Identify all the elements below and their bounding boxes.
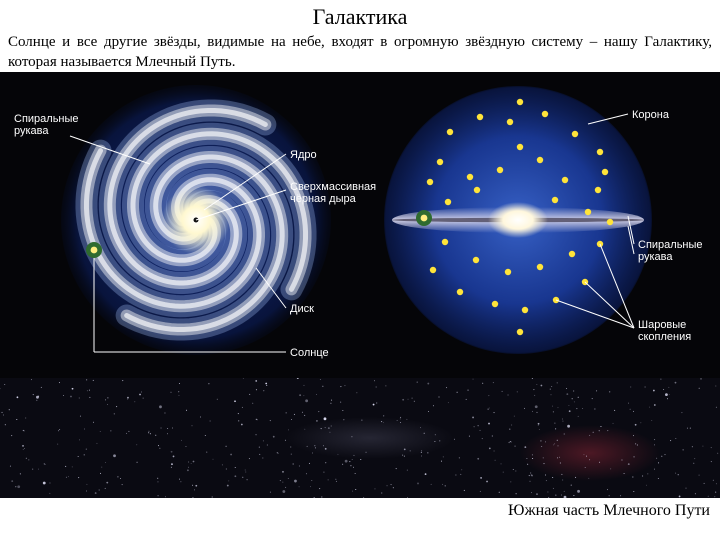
label-sun: Солнце [290,347,329,359]
label-spiral-arms-left: Спиральныерукава [14,113,79,137]
label-disk: Диск [290,303,314,315]
photo-caption: Южная часть Млечного Пути [508,502,710,520]
label-black-hole: Сверхмассивнаячёрная дыра [290,181,376,205]
label-corona: Корона [632,109,670,121]
starfield-svg [0,378,720,498]
label-core: Ядро [290,149,317,161]
milky-way-photo [0,378,720,498]
intro-text: Солнце и все другие звёзды, видимые на н… [0,30,720,74]
page-title: Галактика [0,0,720,30]
label-globular: Шаровыескопления [638,319,691,343]
label-spiral-arms-right: Спиральныерукава [638,239,703,263]
diagram-svg: Спиральныерукава Ядро Сверхмассивнаячёрная… [0,72,720,378]
galaxy-diagram: Спиральныерукава Ядро Сверхмассивнаячёрная… [0,72,720,378]
